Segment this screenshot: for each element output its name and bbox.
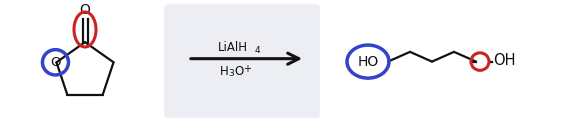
Text: O: O <box>50 56 61 69</box>
Text: H: H <box>220 65 229 78</box>
Text: LiAlH: LiAlH <box>218 42 248 55</box>
FancyBboxPatch shape <box>164 4 320 118</box>
Text: +: + <box>243 64 251 74</box>
Text: 4: 4 <box>255 46 261 55</box>
Text: OH: OH <box>493 53 515 68</box>
Text: 3: 3 <box>228 69 234 78</box>
Text: O: O <box>80 3 91 17</box>
Text: HO: HO <box>357 55 378 69</box>
Text: O: O <box>234 65 243 78</box>
